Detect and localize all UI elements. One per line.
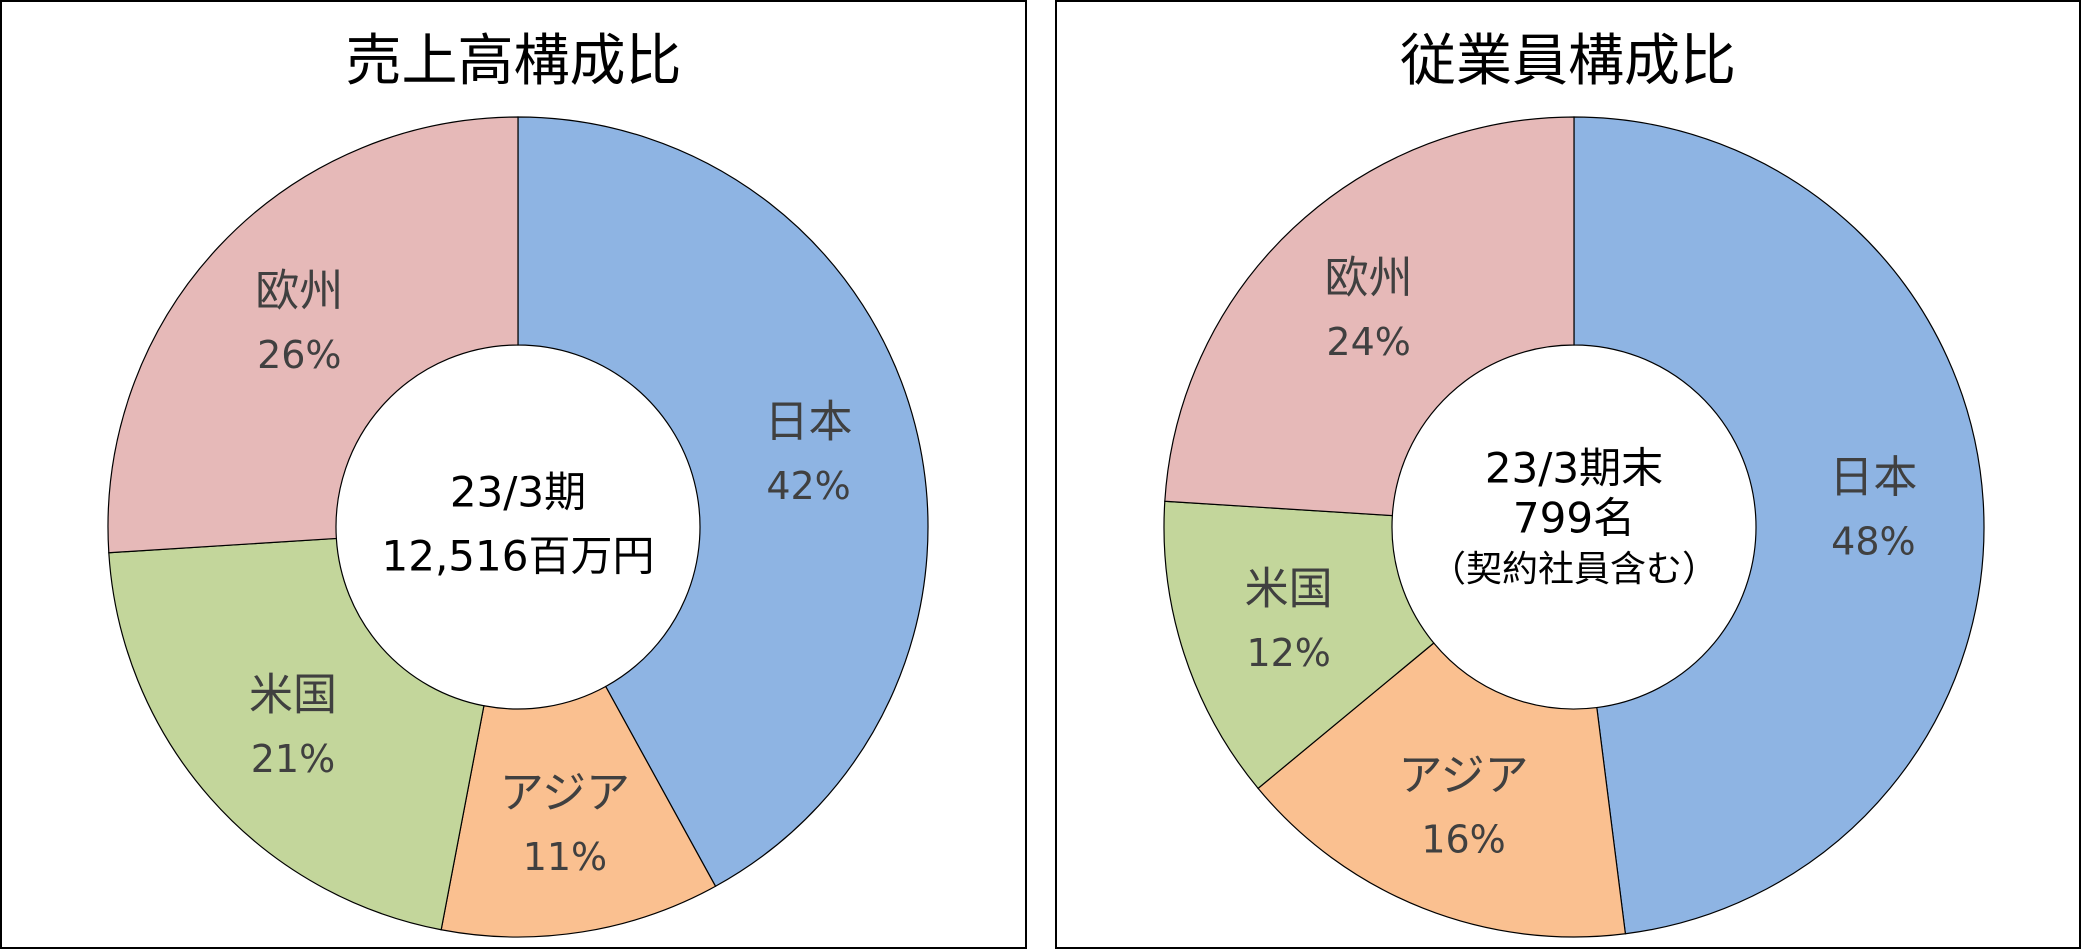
slice-label-asia: アジア bbox=[1398, 750, 1528, 801]
sales-composition-panel: 売上高構成比 日本 42% アジア 11% 米国 21% 欧州 26% 23/3期 12,516百… bbox=[0, 0, 1027, 949]
chart-title-employees: 従業員構成比 bbox=[1400, 29, 1736, 94]
slice-japan bbox=[517, 116, 929, 888]
slice-label-asia: アジア bbox=[500, 767, 630, 818]
slice-value-japan: 48% bbox=[1831, 520, 1915, 564]
slice-value-europe: 24% bbox=[1326, 320, 1410, 364]
slice-value-japan: 42% bbox=[766, 464, 850, 508]
sales-donut-chart: 日本 42% アジア 11% 米国 21% 欧州 26% 23/3期 12,516百万円 bbox=[107, 116, 929, 938]
slice-value-europe: 26% bbox=[257, 333, 341, 377]
slice-label-usa: 米国 bbox=[249, 669, 337, 720]
center-label-line-1: 12,516百万円 bbox=[382, 532, 655, 581]
slice-label-europe: 欧州 bbox=[255, 266, 343, 317]
slice-usa bbox=[1163, 500, 1435, 790]
center-label-line-0: 23/3期末 bbox=[1485, 444, 1663, 493]
center-label-line-1: 799名 bbox=[1513, 494, 1635, 543]
slice-label-japan: 日本 bbox=[1829, 452, 1917, 503]
center-label-line-2: （契約社員含む） bbox=[1430, 549, 1718, 590]
slice-asia bbox=[440, 685, 717, 938]
slice-asia bbox=[1257, 642, 1627, 938]
slice-usa bbox=[108, 537, 485, 931]
slice-europe bbox=[1164, 116, 1575, 517]
slice-value-asia: 11% bbox=[523, 835, 607, 879]
slice-europe bbox=[107, 116, 519, 554]
slice-value-usa: 21% bbox=[251, 737, 335, 781]
chart-title-sales: 売上高構成比 bbox=[345, 29, 682, 94]
slice-value-asia: 16% bbox=[1421, 817, 1505, 861]
employee-composition-panel: 従業員構成比 日本 48% アジア 16% 米国 12% 欧州 24% 23/3期末 799名 （契… bbox=[1055, 0, 2081, 949]
slice-label-japan: 日本 bbox=[765, 396, 853, 447]
slice-value-usa: 12% bbox=[1246, 631, 1330, 675]
slice-label-usa: 米国 bbox=[1245, 564, 1333, 615]
slice-japan bbox=[1573, 116, 1985, 935]
slice-label-europe: 欧州 bbox=[1325, 252, 1413, 303]
center-label-line-0: 23/3期 bbox=[450, 468, 586, 517]
